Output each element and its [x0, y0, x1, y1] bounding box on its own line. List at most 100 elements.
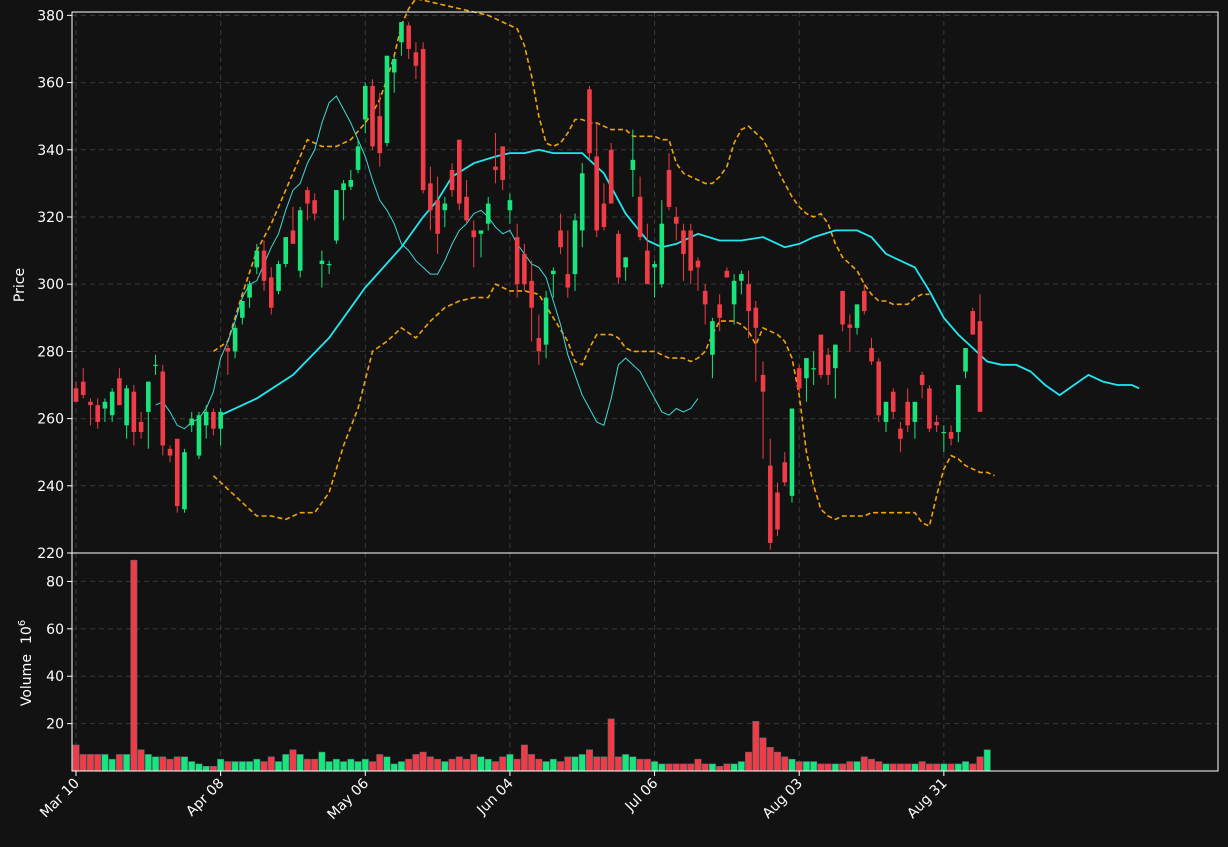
candle-down: [131, 384, 137, 446]
candle-up: [804, 358, 809, 402]
candle-down: [290, 206, 296, 244]
candle-down: [782, 452, 788, 486]
volume-bar: [651, 761, 659, 772]
volume-bar: [224, 761, 232, 772]
volume-bar: [260, 761, 268, 772]
candle-body: [616, 233, 621, 278]
candle-body: [391, 59, 397, 73]
candle-body: [594, 156, 600, 231]
candle-down: [370, 79, 375, 150]
candle-body: [247, 284, 252, 298]
candle-up: [240, 300, 245, 325]
volume-bar: [390, 763, 398, 772]
candle-body: [840, 290, 845, 325]
candle-up: [883, 401, 889, 433]
candle-body: [543, 297, 549, 345]
volume-bar: [130, 559, 138, 772]
candle-up: [348, 169, 354, 191]
volume-axis-label: Volume: [19, 654, 35, 706]
candle-body: [73, 388, 79, 402]
volume-bar: [564, 756, 572, 772]
volume-bar: [954, 763, 962, 772]
candle-down: [471, 220, 477, 268]
volume-bar: [868, 758, 875, 772]
volume-bar: [586, 749, 593, 772]
volume-bar: [318, 751, 326, 772]
volume-bar: [397, 761, 405, 772]
volume-bar: [694, 758, 702, 772]
candle-down: [890, 388, 896, 419]
volume-bar: [282, 754, 290, 772]
candle-up: [196, 411, 202, 459]
volume-bar: [477, 756, 485, 772]
volume-bar: [882, 763, 890, 772]
candle-body: [818, 334, 824, 375]
volume-bar: [636, 758, 644, 772]
candle-down: [977, 294, 983, 412]
candle-body: [442, 203, 448, 211]
candle-down: [435, 176, 440, 254]
candle-body: [522, 253, 527, 285]
candle-body: [312, 200, 317, 214]
candle-down: [673, 206, 679, 241]
candle-body: [637, 196, 643, 238]
candle-down: [919, 371, 925, 399]
candle-body: [471, 230, 477, 238]
volume-bar: [455, 756, 463, 772]
volume-bar: [419, 751, 427, 772]
candle-down: [717, 294, 722, 332]
candle-down: [174, 438, 180, 513]
candle-up: [399, 22, 404, 56]
candle-down: [211, 408, 216, 436]
candle-down: [138, 411, 144, 439]
candle-up: [507, 193, 513, 224]
candle-body: [456, 139, 462, 204]
candle-body: [767, 465, 773, 543]
candle-body: [478, 230, 484, 234]
volume-bar: [802, 761, 810, 772]
volume-bar: [542, 761, 550, 772]
volume-bar: [600, 756, 608, 772]
candle-down: [760, 361, 766, 459]
candle-down: [167, 445, 173, 463]
candle-body: [775, 492, 780, 530]
volume-bar: [571, 756, 579, 772]
volume-bar: [311, 758, 319, 772]
volume-bar: [766, 747, 774, 772]
candle-body: [384, 55, 390, 144]
candle-down: [522, 243, 527, 291]
price-tick-label: 220: [37, 546, 64, 562]
candle-body: [731, 280, 737, 305]
volume-bar: [889, 763, 897, 772]
candle-body: [370, 85, 375, 147]
candle-up: [189, 411, 195, 433]
candle-body: [811, 368, 816, 370]
candle-up: [442, 196, 448, 228]
volume-bar: [614, 756, 622, 772]
candle-body: [551, 270, 556, 275]
candle-body: [688, 230, 694, 271]
candle-body: [833, 344, 838, 369]
volume-bar: [94, 754, 102, 772]
candle-down: [702, 284, 708, 325]
volume-bar: [108, 758, 116, 772]
volume-bar: [643, 758, 651, 772]
volume-bar: [188, 761, 196, 772]
candle-body: [898, 428, 903, 439]
candle-up: [478, 230, 484, 258]
candle-body: [203, 411, 209, 426]
volume-bar: [839, 763, 847, 772]
candle-down: [73, 381, 79, 402]
volume-bar: [911, 763, 919, 772]
volume-bar: [716, 766, 724, 772]
candle-down: [449, 163, 455, 197]
candle-body: [160, 371, 166, 446]
candle-body: [536, 337, 542, 352]
volume-bar: [904, 763, 912, 772]
price-tick-label: 300: [37, 277, 64, 293]
candle-body: [493, 166, 498, 170]
candle-down: [587, 85, 592, 160]
volume-bar: [340, 761, 348, 772]
candle-down: [681, 223, 686, 281]
volume-bar: [303, 758, 311, 772]
